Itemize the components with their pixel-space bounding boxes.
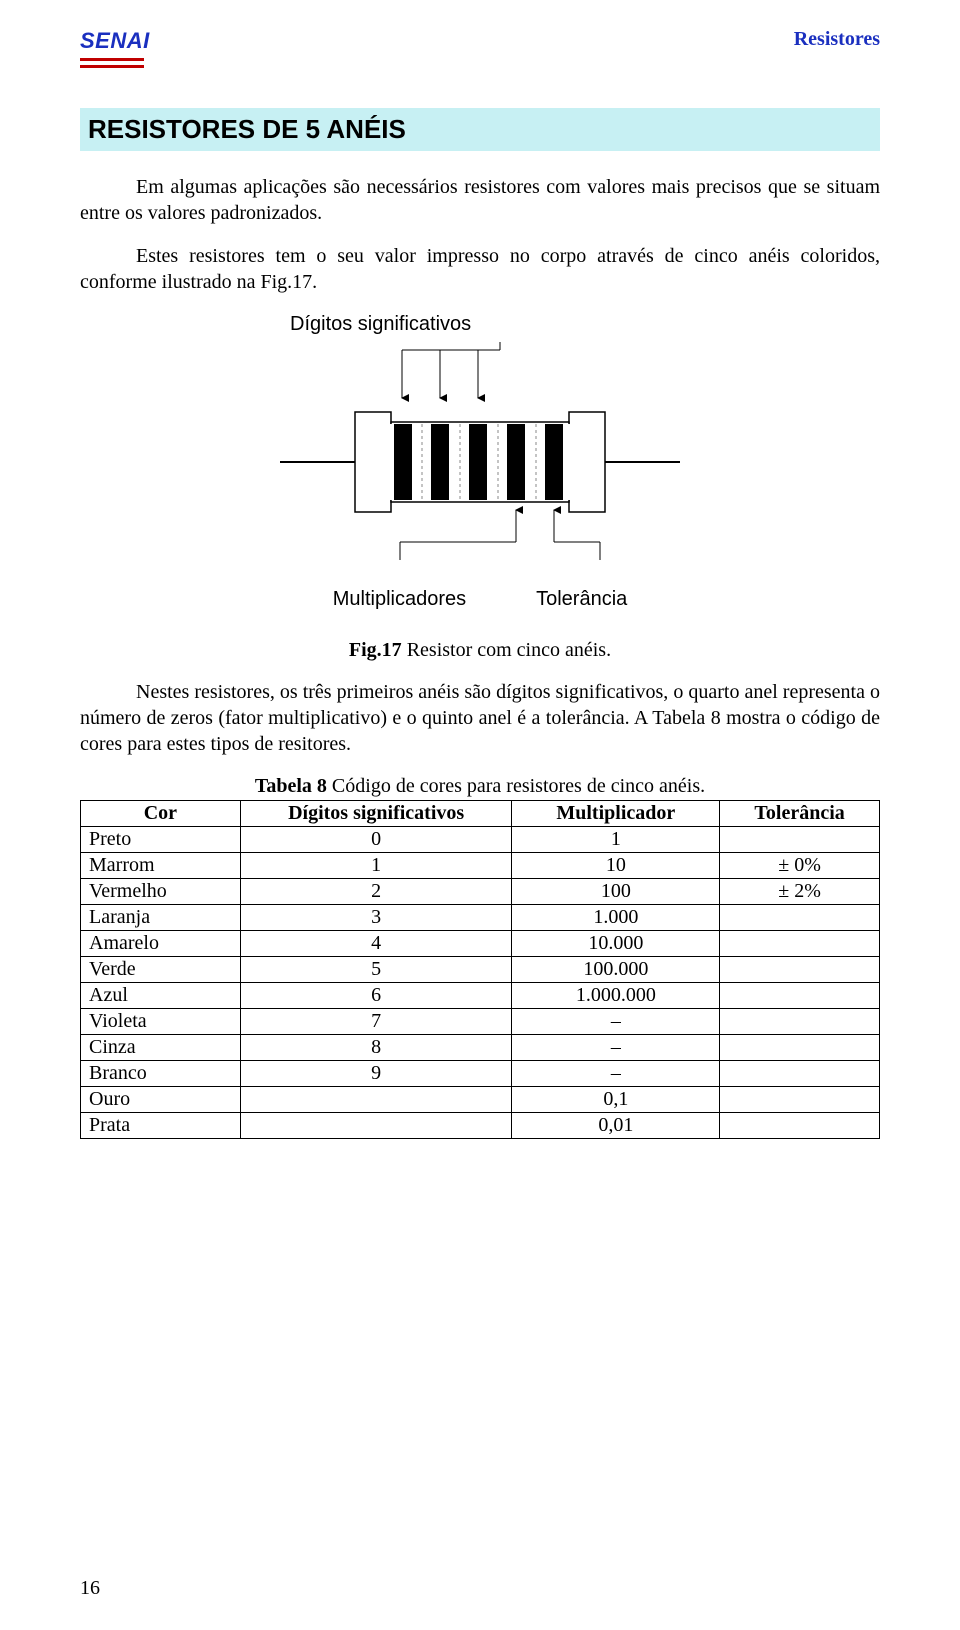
cell-tolerance	[720, 1035, 880, 1061]
cell-color-name: Ouro	[81, 1087, 241, 1113]
paragraph-2: Estes resistores tem o seu valor impress…	[80, 244, 880, 295]
table-row: Laranja31.000	[81, 905, 880, 931]
cell-digit: 7	[240, 1009, 512, 1035]
paragraph-1: Em algumas aplicações são necessários re…	[80, 175, 880, 226]
table-row: Cinza8–	[81, 1035, 880, 1061]
cell-digit	[240, 1113, 512, 1139]
cell-color-name: Laranja	[81, 905, 241, 931]
cell-color-name: Branco	[81, 1061, 241, 1087]
cell-tolerance	[720, 1061, 880, 1087]
cell-color-name: Violeta	[81, 1009, 241, 1035]
cell-tolerance	[720, 1009, 880, 1035]
table-row: Branco9–	[81, 1061, 880, 1087]
cell-multiplier: –	[512, 1009, 720, 1035]
logo-line	[80, 58, 144, 61]
cell-digit: 3	[240, 905, 512, 931]
cell-color-name: Azul	[81, 983, 241, 1009]
table-header-row: Cor Dígitos significativos Multiplicador…	[81, 801, 880, 827]
cell-color-name: Preto	[81, 827, 241, 853]
logo-text: SENAI	[80, 28, 150, 54]
cell-digit: 5	[240, 957, 512, 983]
cell-color-name: Prata	[81, 1113, 241, 1139]
table-row: Prata 0,01	[81, 1113, 880, 1139]
table-row: Marrom110± 0%	[81, 853, 880, 879]
table-header-cor: Cor	[81, 801, 241, 827]
cell-multiplier: 100	[512, 879, 720, 905]
logo-underline-icon	[80, 58, 150, 68]
cell-digit	[240, 1087, 512, 1113]
figure-caption-prefix: Fig.17	[349, 639, 402, 661]
logo-line	[80, 65, 144, 68]
table-row: Ouro 0,1	[81, 1087, 880, 1113]
logo-block: SENAI	[80, 28, 150, 68]
header-section-label: Resistores	[794, 28, 880, 51]
paragraph-3: Nestes resistores, os três primeiros ané…	[80, 680, 880, 757]
cell-color-name: Marrom	[81, 853, 241, 879]
figure-bottom-labels: Multiplicadores Tolerância	[80, 588, 880, 611]
cell-tolerance	[720, 1087, 880, 1113]
cell-multiplier: 1.000.000	[512, 983, 720, 1009]
figure-17: Dígitos significativos	[80, 313, 880, 611]
cell-tolerance	[720, 957, 880, 983]
cell-digit: 8	[240, 1035, 512, 1061]
figure-caption: Fig.17 Resistor com cinco anéis.	[80, 639, 880, 662]
cell-digit: 9	[240, 1061, 512, 1087]
cell-multiplier: 1.000	[512, 905, 720, 931]
resistor-diagram-icon	[270, 342, 690, 582]
table-caption: Tabela 8 Código de cores para resistores…	[80, 775, 880, 798]
table-row: Azul61.000.000	[81, 983, 880, 1009]
cell-tolerance	[720, 905, 880, 931]
cell-digit: 2	[240, 879, 512, 905]
cell-digit: 1	[240, 853, 512, 879]
cell-tolerance: ± 0%	[720, 853, 880, 879]
cell-multiplier: 10	[512, 853, 720, 879]
page-number: 16	[80, 1577, 100, 1600]
section-title: RESISTORES DE 5 ANÉIS	[88, 114, 406, 144]
cell-multiplier: 0,1	[512, 1087, 720, 1113]
table-caption-prefix: Tabela 8	[255, 775, 327, 797]
table-row: Vermelho2100± 2%	[81, 879, 880, 905]
table-header-mult: Multiplicador	[512, 801, 720, 827]
table-row: Preto01	[81, 827, 880, 853]
cell-tolerance	[720, 931, 880, 957]
cell-multiplier: –	[512, 1035, 720, 1061]
figure-caption-text: Resistor com cinco anéis.	[402, 639, 611, 661]
cell-color-name: Cinza	[81, 1035, 241, 1061]
table-row: Amarelo410.000	[81, 931, 880, 957]
color-code-table: Cor Dígitos significativos Multiplicador…	[80, 800, 880, 1139]
figure-label-tolerance: Tolerância	[536, 588, 627, 611]
cell-tolerance: ± 2%	[720, 879, 880, 905]
table-row: Violeta7–	[81, 1009, 880, 1035]
page-header: SENAI Resistores	[80, 28, 880, 68]
cell-tolerance	[720, 827, 880, 853]
cell-multiplier: 10.000	[512, 931, 720, 957]
cell-multiplier: 1	[512, 827, 720, 853]
cell-digit: 6	[240, 983, 512, 1009]
cell-tolerance	[720, 983, 880, 1009]
cell-digit: 0	[240, 827, 512, 853]
cell-multiplier: 100.000	[512, 957, 720, 983]
cell-tolerance	[720, 1113, 880, 1139]
table-header-tol: Tolerância	[720, 801, 880, 827]
table-header-digit: Dígitos significativos	[240, 801, 512, 827]
cell-color-name: Verde	[81, 957, 241, 983]
table-caption-text: Código de cores para resistores de cinco…	[327, 775, 705, 797]
section-title-bar: RESISTORES DE 5 ANÉIS	[80, 108, 880, 151]
table-row: Verde5100.000	[81, 957, 880, 983]
cell-color-name: Vermelho	[81, 879, 241, 905]
figure-label-multiplier: Multiplicadores	[333, 588, 466, 611]
cell-digit: 4	[240, 931, 512, 957]
cell-color-name: Amarelo	[81, 931, 241, 957]
cell-multiplier: 0,01	[512, 1113, 720, 1139]
cell-multiplier: –	[512, 1061, 720, 1087]
figure-label-top: Dígitos significativos	[290, 313, 880, 336]
